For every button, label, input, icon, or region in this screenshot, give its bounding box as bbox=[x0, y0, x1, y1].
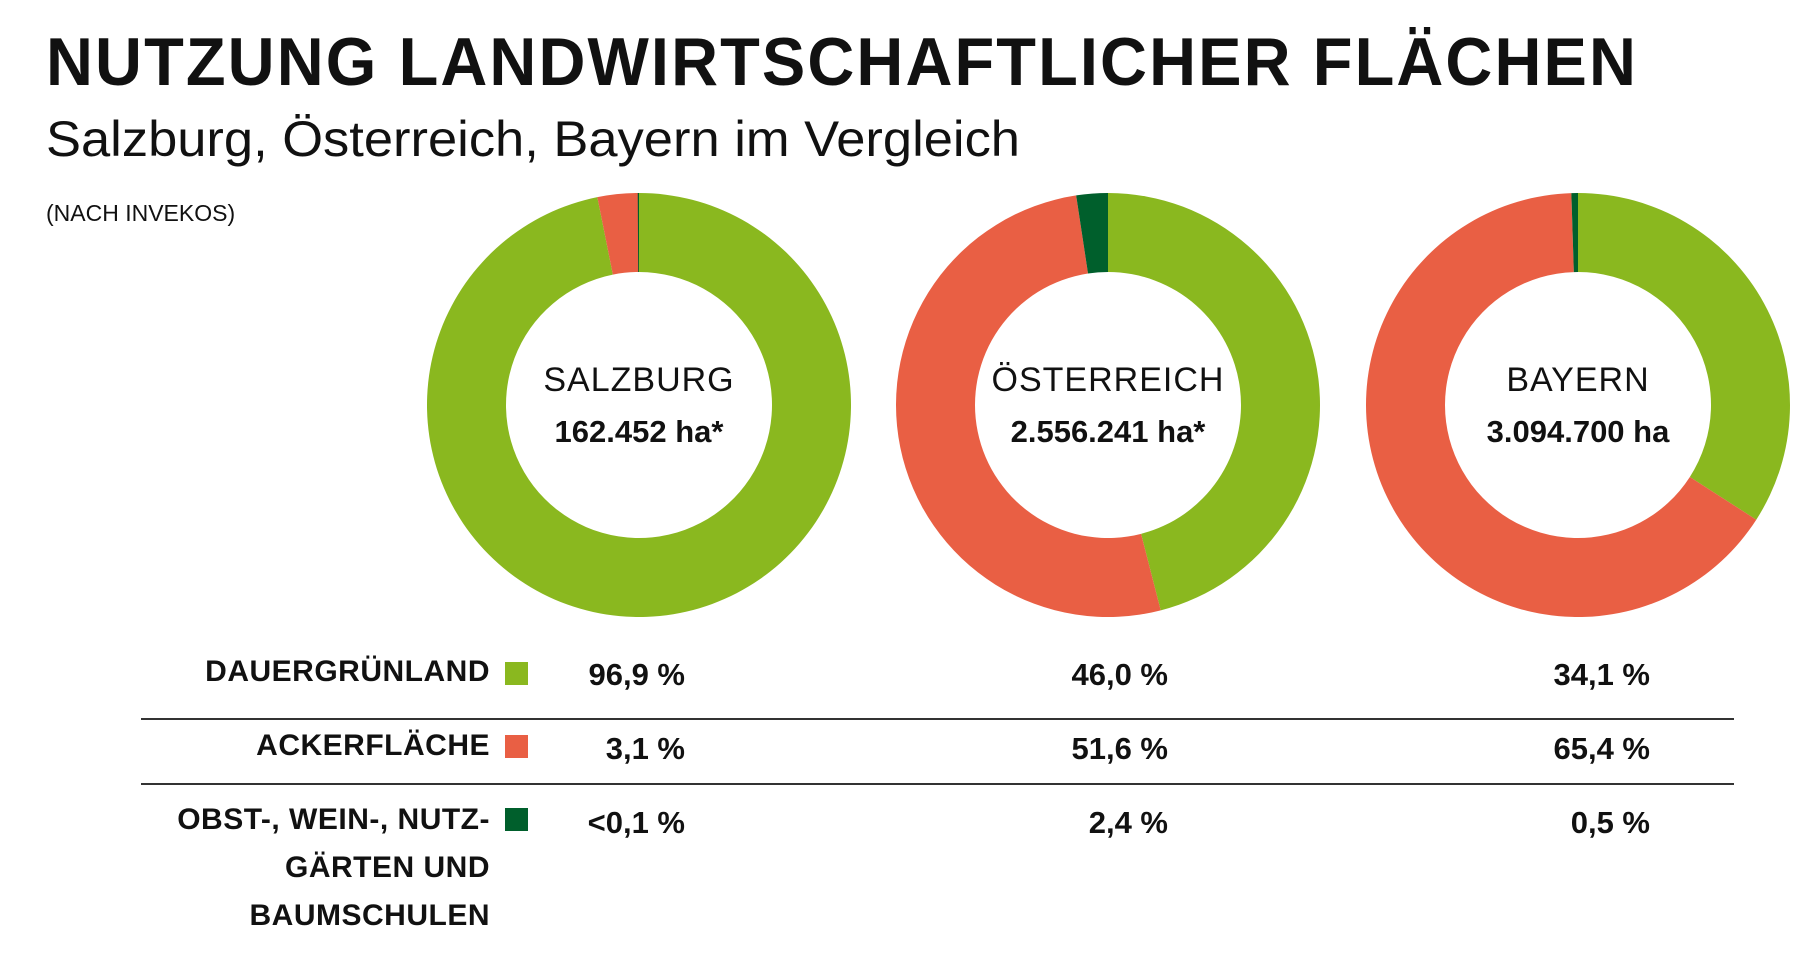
divider-line bbox=[141, 783, 1734, 785]
legend-label-obst-wein-nutzgaerten: OBST-, WEIN-, NUTZ- GÄRTEN UND BAUMSCHUL… bbox=[177, 796, 490, 940]
value-salzburg-ackerflaeche: 3,1 % bbox=[605, 731, 685, 766]
donut-center-name: SALZBURG bbox=[543, 361, 734, 399]
value-bayern-obst-wein: 0,5 % bbox=[1570, 805, 1650, 840]
legend-label-line: DAUERGRÜNLAND bbox=[205, 655, 490, 688]
donut-center-name: ÖSTERREICH bbox=[992, 361, 1225, 399]
donut-segment-obst-wein bbox=[1571, 193, 1578, 273]
donut-center-total: 2.556.241 ha* bbox=[1011, 414, 1207, 449]
source-note: (NACH INVEKOS) bbox=[46, 200, 236, 226]
chart-title: NUTZUNG LANDWIRTSCHAFTLICHER FLÄCHEN bbox=[46, 24, 1638, 100]
value-salzburg-dauergruenland: 96,9 % bbox=[588, 657, 685, 692]
donut-bayern: BAYERN 3.094.700 ha bbox=[1366, 193, 1791, 617]
divider-line bbox=[141, 718, 1734, 720]
donut-segment-obst-wein bbox=[1076, 193, 1108, 274]
value-oesterreich-ackerflaeche: 51,6 % bbox=[1071, 731, 1168, 766]
legend-label-line: GÄRTEN UND bbox=[285, 851, 490, 884]
donut-center-total: 3.094.700 ha bbox=[1487, 414, 1670, 449]
legend-label-line: OBST-, WEIN-, NUTZ- bbox=[177, 803, 490, 836]
legend-swatch-dauergruenland bbox=[505, 662, 528, 685]
donut-salzburg: SALZBURG 162.452 ha* bbox=[426, 193, 851, 618]
legend-swatch-obst-wein-nutzgaerten bbox=[505, 808, 528, 831]
value-oesterreich-obst-wein: 2,4 % bbox=[1088, 805, 1168, 840]
legend-label-ackerflaeche: ACKERFLÄCHE bbox=[256, 722, 490, 770]
donut-charts: SALZBURG 162.452 ha* ÖSTERREICH 2.556.241 h… bbox=[426, 193, 1791, 618]
donut-segment-obst-wein bbox=[637, 193, 639, 273]
legend-label-line: BAUMSCHULEN bbox=[249, 899, 490, 932]
value-bayern-ackerflaeche: 65,4 % bbox=[1553, 731, 1650, 766]
donut-center-total: 162.452 ha* bbox=[555, 414, 725, 449]
donut-segment-dauergruenland bbox=[1578, 193, 1791, 520]
legend-label-dauergruenland: DAUERGRÜNLAND bbox=[205, 648, 490, 696]
value-salzburg-obst-wein: <0,1 % bbox=[587, 805, 685, 840]
donut-segment-ackerflaeche bbox=[1366, 193, 1757, 617]
chart-subtitle: Salzburg, Österreich, Bayern im Vergleic… bbox=[46, 111, 1020, 167]
donut-segment-dauergruenland bbox=[1108, 193, 1320, 611]
value-bayern-dauergruenland: 34,1 % bbox=[1553, 657, 1650, 692]
donut-center-name: BAYERN bbox=[1506, 361, 1649, 399]
donut-segment-dauergruenland bbox=[426, 193, 851, 618]
legend-swatch-ackerflaeche bbox=[505, 735, 528, 758]
value-oesterreich-dauergruenland: 46,0 % bbox=[1071, 657, 1168, 692]
donut-segment-ackerflaeche bbox=[597, 193, 639, 275]
donut-oesterreich: ÖSTERREICH 2.556.241 ha* bbox=[896, 193, 1320, 617]
legend-label-line: ACKERFLÄCHE bbox=[256, 729, 490, 762]
donut-segment-ackerflaeche bbox=[896, 195, 1161, 617]
